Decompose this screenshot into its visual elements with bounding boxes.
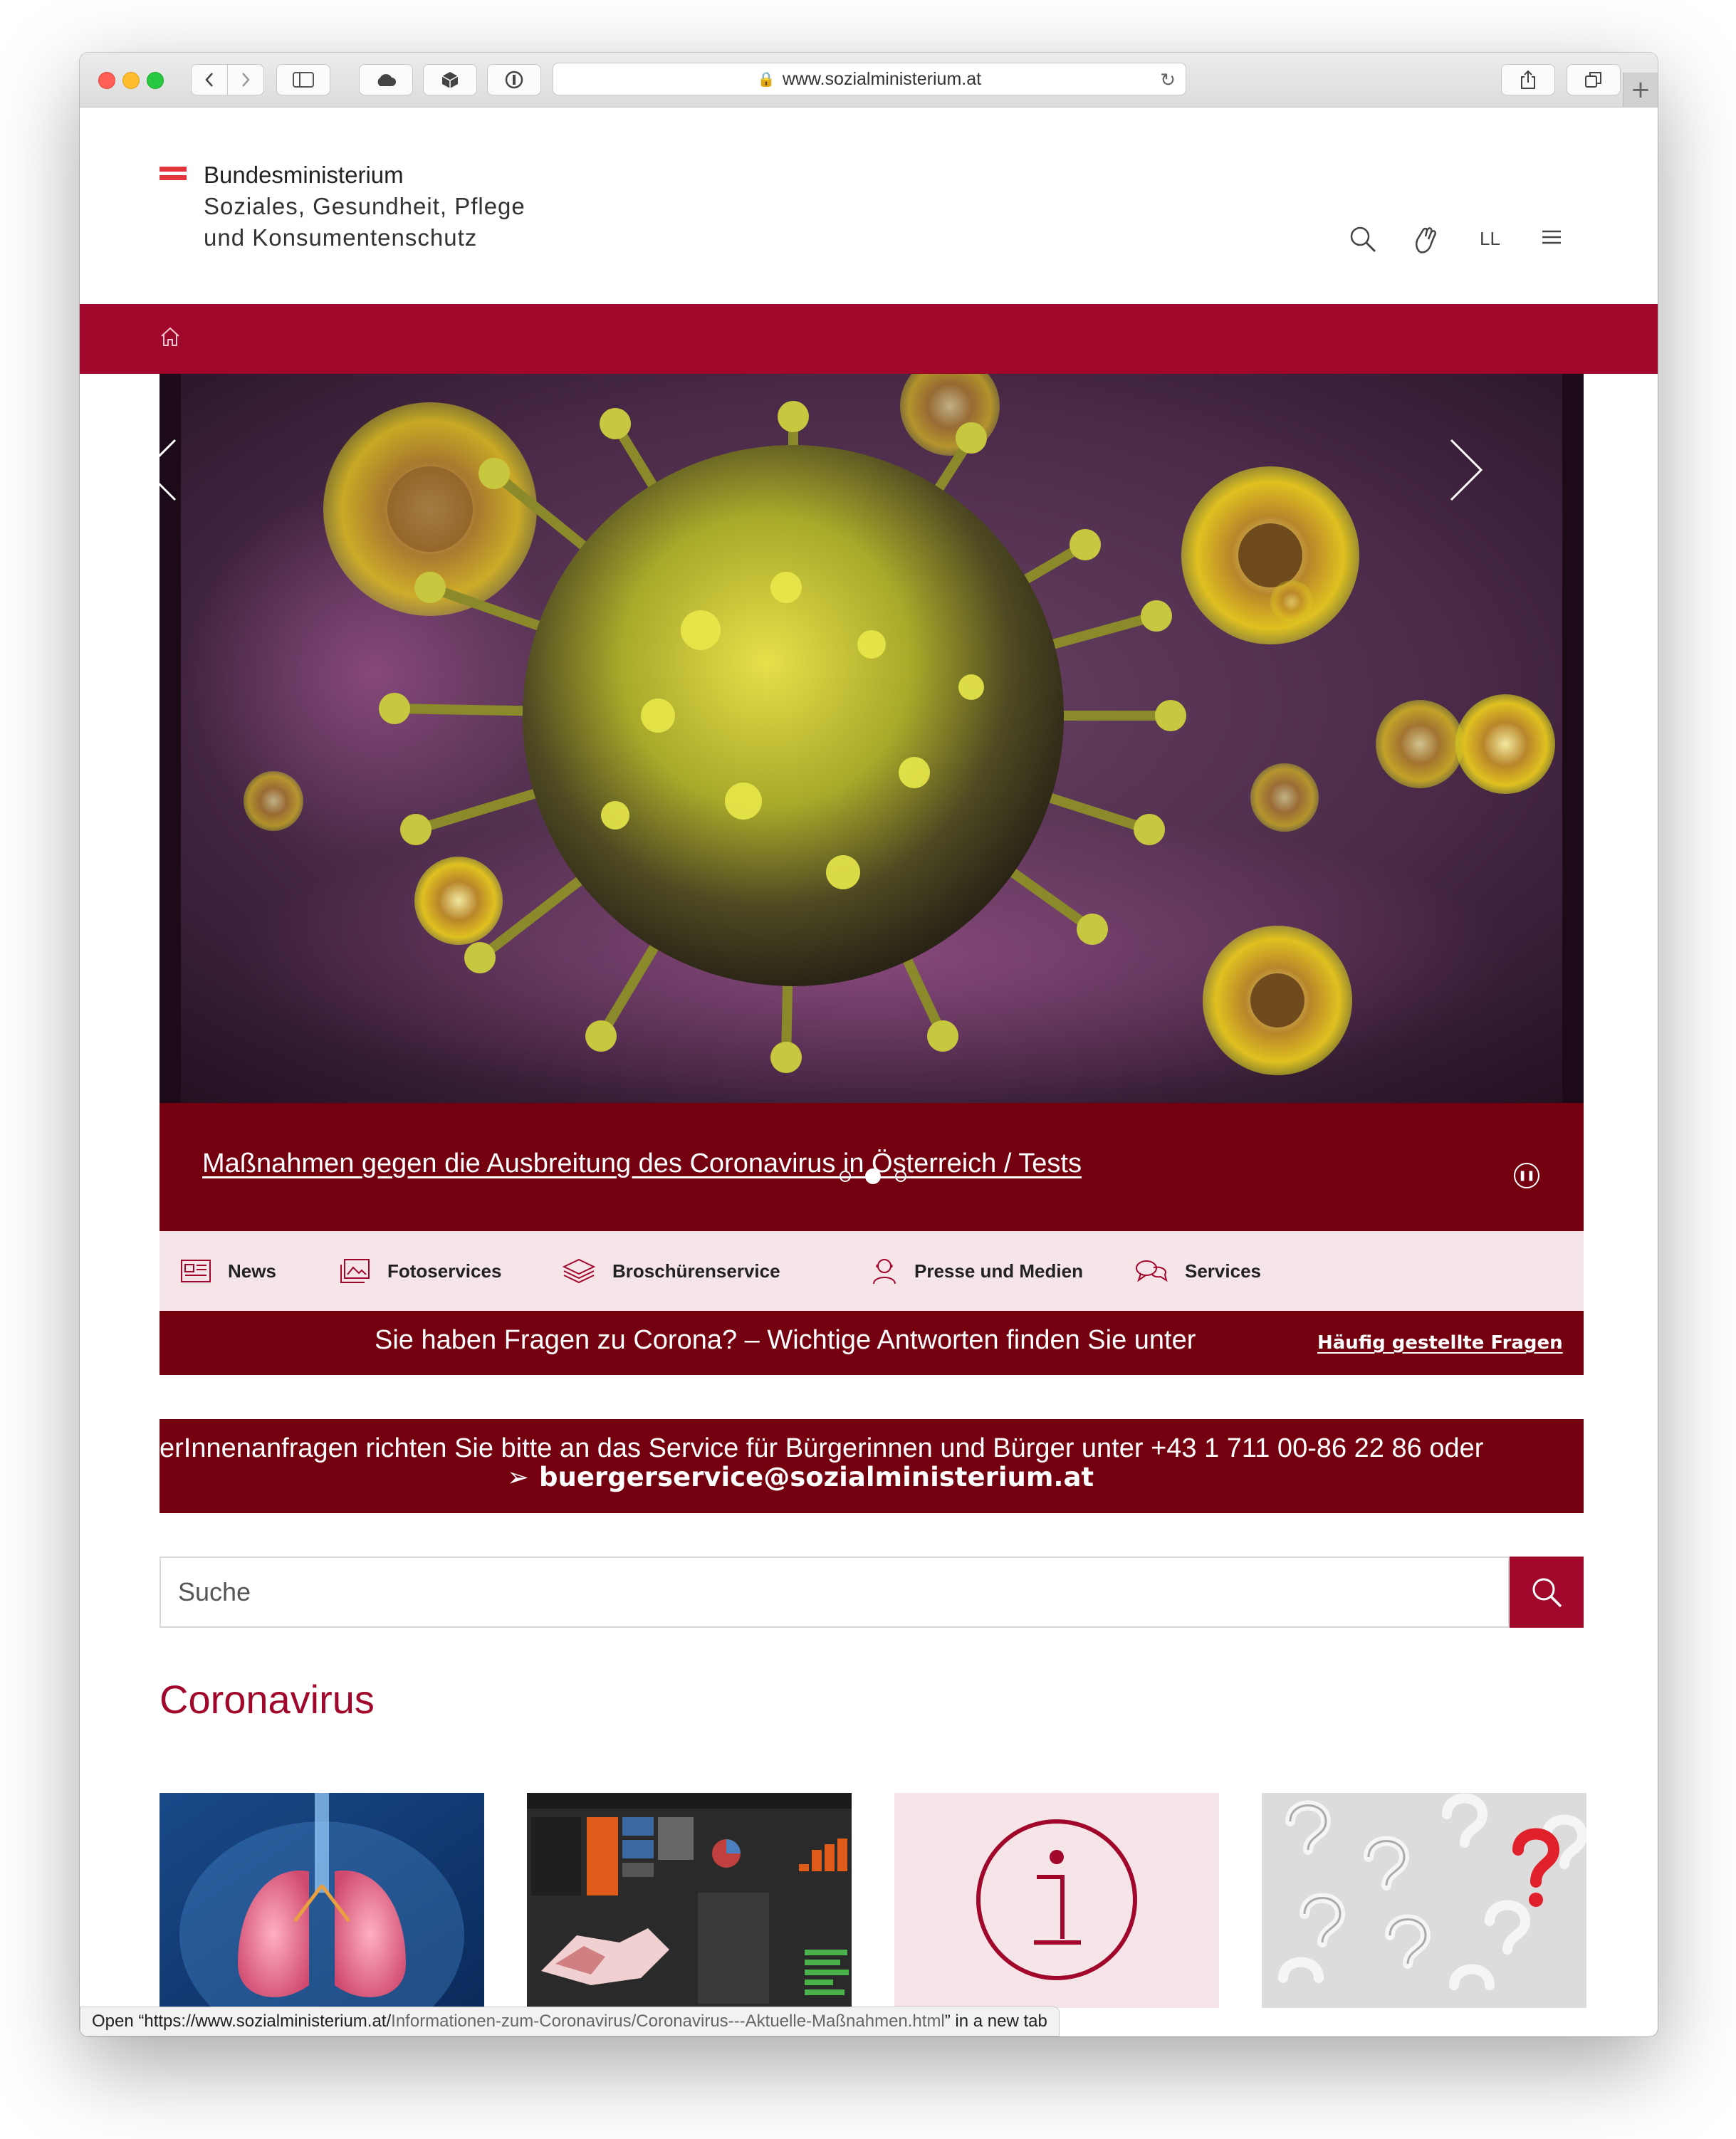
service-nav-label: Broschürenservice [612, 1260, 780, 1282]
share-button[interactable] [1501, 64, 1555, 95]
slider-pause-button[interactable]: ❚❚ [1514, 1163, 1539, 1188]
site-search-button[interactable] [1510, 1557, 1584, 1628]
ticker-text: erInnenanfragen richten Sie bitte an das… [160, 1433, 1484, 1463]
sidebar-toggle-button[interactable] [276, 64, 330, 95]
browser-toolbar: 🔒 www.sozialministerium.at ↻ + [80, 53, 1658, 108]
question-marks-illustration [1262, 1793, 1586, 2008]
cloud-icon [377, 74, 396, 86]
layers-icon [563, 1258, 595, 1284]
chat-icon [1135, 1259, 1168, 1283]
cube-icon [441, 72, 459, 88]
cloud-tabs-button[interactable] [359, 64, 413, 95]
brand-line-3: und Konsumentenschutz [204, 224, 478, 251]
slider-next-button[interactable] [1444, 437, 1487, 506]
contact-ticker: erInnenanfragen richten Sie bitte an das… [160, 1419, 1584, 1513]
faq-link[interactable]: Häufig gestellte Fragen [1317, 1332, 1563, 1354]
tile-dashboard-image[interactable] [527, 1793, 852, 2008]
person-icon [872, 1257, 897, 1285]
lungs-illustration [160, 1793, 484, 2008]
service-nav-broschuerenservice[interactable]: Broschürenservice [563, 1231, 780, 1311]
home-icon [161, 327, 179, 346]
section-title: Coronavirus [160, 1677, 375, 1722]
tab-overview-button[interactable] [1567, 64, 1621, 95]
zoom-window-button[interactable] [147, 72, 164, 89]
search-toggle-button[interactable] [1349, 225, 1377, 257]
brand-line-1: Bundesministerium [204, 162, 404, 188]
service-nav-fotoservices[interactable]: Fotoservices [340, 1231, 501, 1311]
hero-slider-image[interactable] [160, 374, 1584, 1103]
status-suffix: ” in a new tab [944, 2012, 1047, 2031]
share-icon [1521, 70, 1535, 89]
service-nav-news[interactable]: News [181, 1231, 276, 1311]
easy-language-button[interactable]: LL [1480, 228, 1500, 249]
tile-info-image[interactable] [894, 1793, 1219, 2008]
tile-questions-image[interactable] [1262, 1793, 1586, 2008]
hamburger-menu-icon [1542, 230, 1561, 244]
info-circle-icon [976, 1819, 1137, 1980]
send-icon: ➢ [507, 1462, 530, 1492]
service-nav-label: News [228, 1260, 276, 1282]
chevron-left-icon [143, 439, 177, 501]
slider-dot[interactable] [895, 1171, 906, 1182]
forward-button[interactable] [227, 64, 264, 95]
covid-dashboard-thumbnail [527, 1793, 852, 2008]
slider-pagination [832, 1168, 914, 1185]
service-nav-services[interactable]: Services [1135, 1231, 1261, 1311]
ticker-email-line[interactable]: ➢ buergerservice@sozialministerium.at [507, 1462, 1094, 1492]
search-icon [1532, 1578, 1562, 1608]
hero-caption-link[interactable]: Maßnahmen gegen die Ausbreitung des Coro… [202, 1149, 1082, 1178]
new-tab-button[interactable]: + [1623, 73, 1658, 107]
service-navigation: News Fotoservices Broschürenservice Pres… [160, 1231, 1584, 1311]
chevron-right-icon [1450, 439, 1483, 501]
slider-prev-button[interactable] [140, 437, 182, 506]
chevron-right-icon [242, 73, 250, 87]
tile-lungs-image[interactable] [160, 1793, 484, 2008]
browser-status-bar: Open “https://www.sozialministerium.at/I… [80, 2007, 1060, 2036]
newspaper-icon [181, 1260, 211, 1282]
slider-dot-active[interactable] [865, 1168, 881, 1184]
coronavirus-illustration [160, 374, 1584, 1103]
close-window-button[interactable] [98, 72, 115, 89]
site-header [80, 108, 1658, 304]
austria-flag-logo[interactable] [160, 167, 187, 184]
service-nav-label: Presse und Medien [914, 1260, 1083, 1282]
status-prefix: Open “ [92, 2012, 145, 2031]
minimize-window-button[interactable] [122, 72, 140, 89]
slider-dot[interactable] [840, 1171, 851, 1182]
service-nav-label: Fotoservices [387, 1260, 502, 1282]
menu-button[interactable] [1541, 229, 1562, 249]
sign-language-button[interactable] [1413, 224, 1438, 258]
password-manager-button[interactable] [487, 64, 541, 95]
address-bar[interactable]: 🔒 www.sozialministerium.at ↻ [553, 63, 1186, 95]
sidebar-icon [293, 72, 314, 88]
chevron-right-icon: › [1555, 1331, 1564, 1354]
breadcrumb-bar [80, 304, 1658, 374]
brand-line-2: Soziales, Gesundheit, Pflege [204, 193, 525, 219]
address-bar-url: www.sozialministerium.at [782, 68, 982, 89]
extension-button[interactable] [423, 64, 477, 95]
ministry-brand[interactable]: Bundesministerium Soziales, Gesundheit, … [204, 159, 525, 253]
reload-icon[interactable]: ↻ [1160, 69, 1176, 90]
sign-language-icon [1416, 227, 1436, 253]
faq-banner: Sie haben Fragen zu Corona? – Wichtige A… [160, 1311, 1584, 1375]
back-button[interactable] [191, 64, 228, 95]
lock-icon: 🔒 [757, 71, 775, 88]
chevron-left-icon [205, 73, 213, 87]
pause-icon: ❚❚ [1518, 1170, 1535, 1181]
tabs-icon [1585, 72, 1601, 88]
status-path: Informationen-zum-Coronavirus/Coronaviru… [391, 2012, 945, 2031]
service-nav-label: Services [1185, 1260, 1261, 1282]
status-host: https://www.sozialministerium.at/ [144, 2012, 392, 2031]
onepassword-icon [505, 70, 523, 89]
ticker-email[interactable]: buergerservice@sozialministerium.at [539, 1462, 1094, 1492]
faq-banner-text: Sie haben Fragen zu Corona? – Wichtige A… [375, 1325, 1196, 1355]
service-nav-presse-und-medien[interactable]: Presse und Medien [872, 1231, 1083, 1311]
home-breadcrumb[interactable] [160, 326, 181, 350]
search-icon [1350, 226, 1376, 253]
browser-window: 🔒 www.sozialministerium.at ↻ + Bundesmin… [80, 53, 1658, 2036]
site-search-input[interactable] [160, 1557, 1510, 1628]
hero-caption: Maßnahmen gegen die Ausbreitung des Coro… [160, 1103, 1584, 1231]
photo-icon [340, 1259, 370, 1283]
